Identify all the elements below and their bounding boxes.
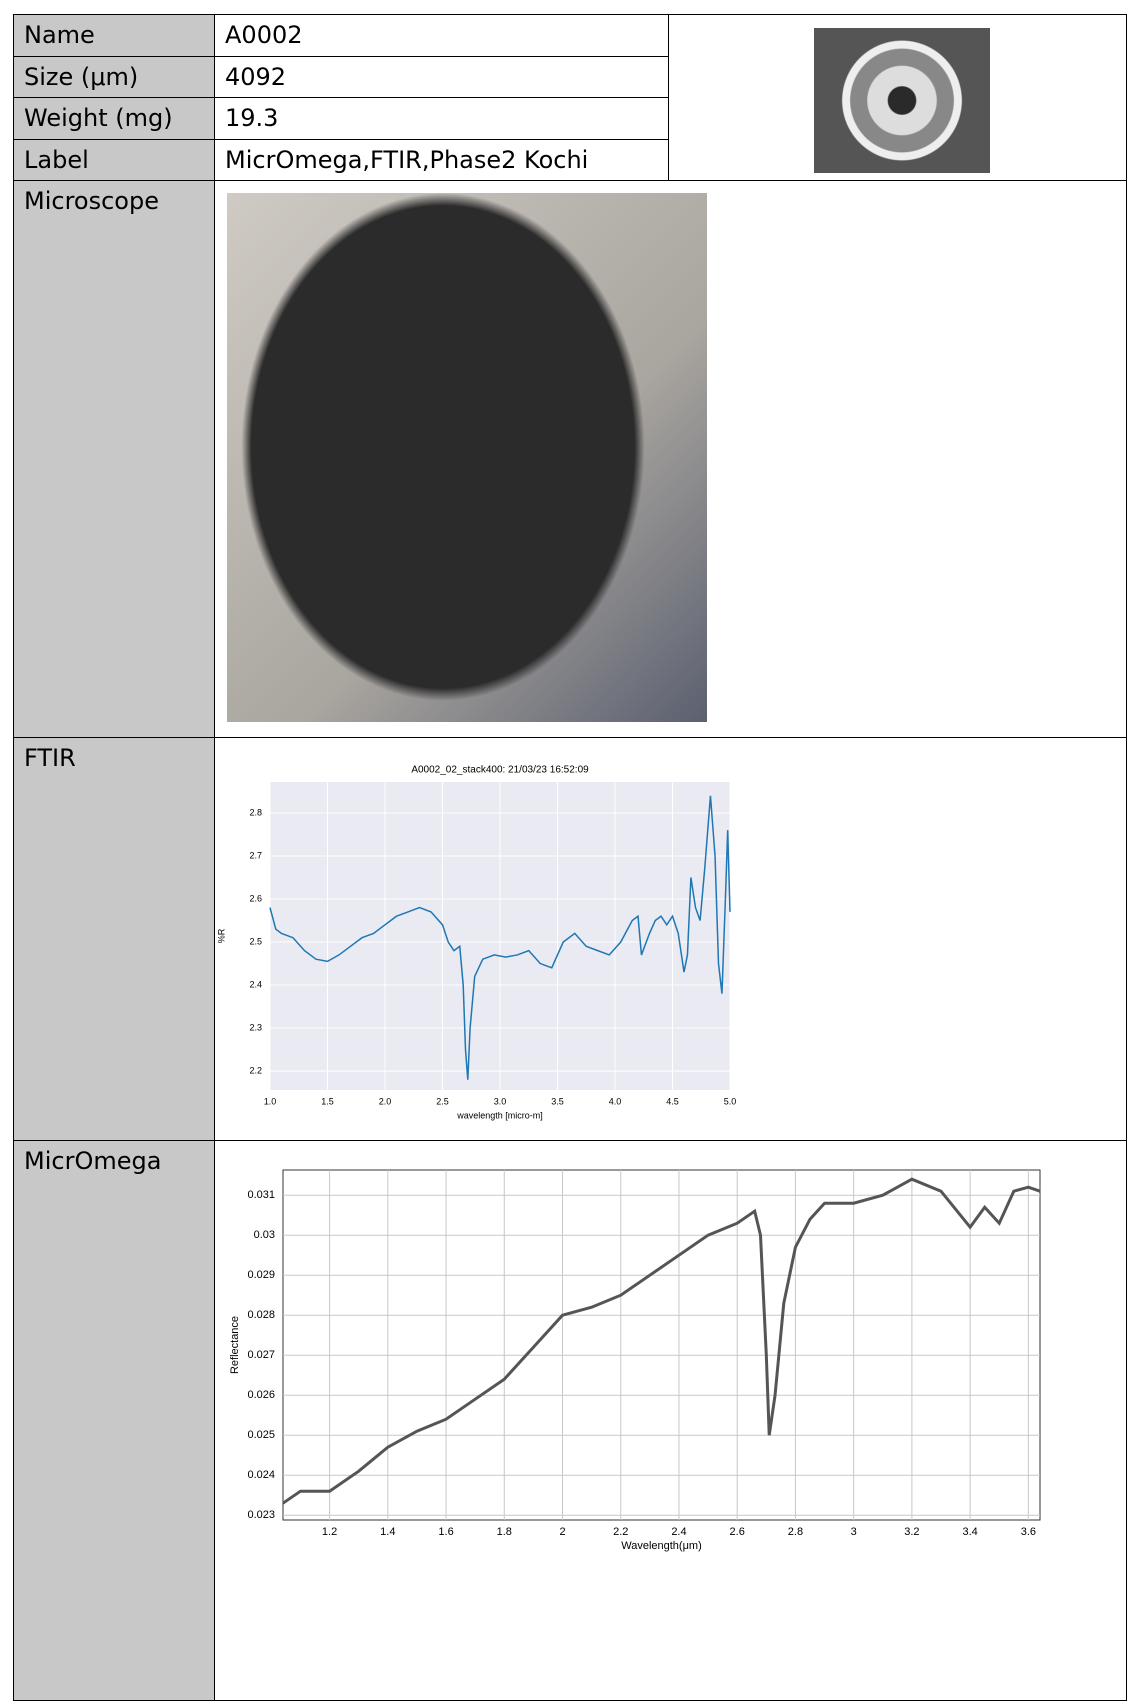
x-axis-label: Wavelength(μm) bbox=[621, 1540, 702, 1552]
x-tick-label: 1.4 bbox=[380, 1526, 395, 1538]
y-tick-label: 0.03 bbox=[254, 1229, 275, 1241]
x-tick-label: 1.6 bbox=[438, 1526, 453, 1538]
chart-title: A0002_02_stack400: 21/03/23 16:52:09 bbox=[411, 765, 589, 776]
y-tick-label: 0.028 bbox=[247, 1309, 275, 1321]
x-tick-label: 3.5 bbox=[551, 1096, 564, 1106]
x-tick-label: 2 bbox=[559, 1526, 565, 1538]
x-tick-label: 3.2 bbox=[904, 1526, 919, 1538]
x-tick-label: 3.6 bbox=[1021, 1526, 1036, 1538]
sample-photo bbox=[814, 28, 990, 173]
x-tick-label: 5.0 bbox=[724, 1096, 737, 1106]
y-tick-label: 0.027 bbox=[247, 1349, 275, 1361]
data-line bbox=[269, 795, 731, 1080]
row-label: Size (μm) bbox=[13, 56, 215, 98]
plot-area bbox=[282, 1169, 1041, 1521]
microscope-photo bbox=[227, 193, 707, 722]
row-label: Name bbox=[13, 14, 215, 57]
y-tick-label: 2.6 bbox=[249, 893, 262, 903]
y-tick-label: 0.024 bbox=[247, 1469, 275, 1481]
row-label: FTIR bbox=[13, 737, 215, 1141]
y-tick-label: 2.3 bbox=[249, 1022, 262, 1032]
x-tick-label: 4.0 bbox=[609, 1096, 622, 1106]
y-tick-label: 0.029 bbox=[247, 1269, 275, 1281]
x-tick-label: 2.0 bbox=[379, 1096, 392, 1106]
y-tick-label: 0.025 bbox=[247, 1429, 275, 1441]
row-label: MicrOmega bbox=[13, 1140, 215, 1701]
y-tick-label: 0.026 bbox=[247, 1389, 275, 1401]
y-tick-label: 2.7 bbox=[249, 850, 262, 860]
x-tick-label: 3.4 bbox=[962, 1526, 977, 1538]
y-tick-label: 0.023 bbox=[247, 1509, 275, 1521]
y-tick-label: 2.5 bbox=[249, 936, 262, 946]
x-tick-label: 1.8 bbox=[497, 1526, 512, 1538]
y-tick-label: 2.4 bbox=[249, 979, 262, 989]
x-tick-label: 1.0 bbox=[264, 1096, 277, 1106]
y-axis-label: %R bbox=[216, 928, 226, 943]
row-value bbox=[214, 180, 1127, 738]
y-tick-label: 2.8 bbox=[249, 807, 262, 817]
x-tick-label: 2.4 bbox=[671, 1526, 686, 1538]
x-tick-label: 2.8 bbox=[788, 1526, 803, 1538]
x-tick-label: 1.2 bbox=[322, 1526, 337, 1538]
x-axis-label: wavelength [micro-m] bbox=[456, 1110, 543, 1120]
x-tick-label: 4.5 bbox=[666, 1096, 679, 1106]
x-tick-label: 3 bbox=[851, 1526, 857, 1538]
x-tick-label: 2.5 bbox=[436, 1096, 449, 1106]
row-label: Weight (mg) bbox=[13, 97, 215, 140]
y-tick-label: 0.031 bbox=[247, 1189, 275, 1201]
x-tick-label: 2.2 bbox=[613, 1526, 628, 1538]
y-tick-label: 2.2 bbox=[249, 1065, 262, 1075]
row-label: Microscope bbox=[13, 180, 215, 738]
y-axis-label: Reflectance bbox=[229, 1316, 241, 1374]
data-line bbox=[282, 1177, 1041, 1505]
x-tick-label: 2.6 bbox=[730, 1526, 745, 1538]
x-tick-label: 1.5 bbox=[321, 1096, 334, 1106]
x-tick-label: 3.0 bbox=[494, 1096, 507, 1106]
